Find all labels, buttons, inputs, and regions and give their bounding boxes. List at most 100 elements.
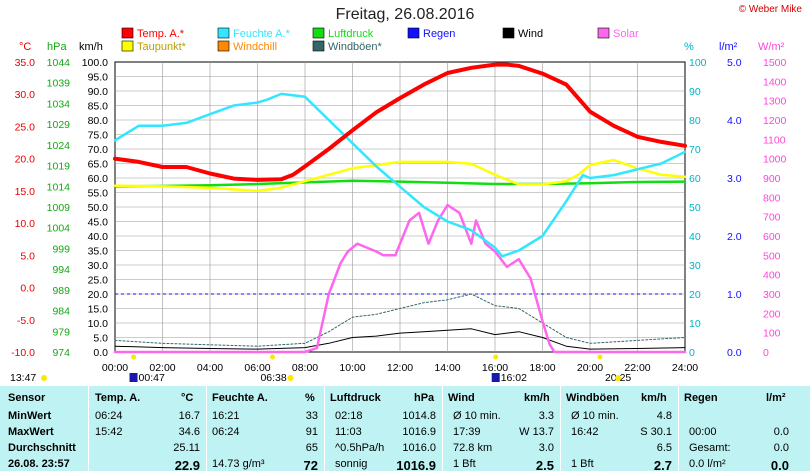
legend-label: Regen xyxy=(423,28,455,40)
pressure-tick-label: 1024 xyxy=(47,140,71,152)
time-tick-label: 06:00 xyxy=(244,362,270,374)
temp-tick-label: 35.0 xyxy=(15,57,36,69)
pressure-tick-label: 979 xyxy=(52,326,70,338)
stat-gust-v: S 30.1 xyxy=(640,426,672,438)
humidity-tick-label: 30 xyxy=(689,260,701,272)
header-wind: Wind xyxy=(448,392,475,404)
sun-icon xyxy=(287,375,294,381)
temp-tick-label: 15.0 xyxy=(15,186,36,198)
time-tick-label: 10:00 xyxy=(339,362,365,374)
stat-press-t: 02:18 xyxy=(335,410,363,422)
temp-unit-label: °C xyxy=(19,41,31,53)
pressure-tick-label: 994 xyxy=(52,264,70,276)
wind-tick-label: 45.0 xyxy=(88,217,109,229)
weather-chart: 35.0 30.0 25.0 20.0 15.0 10.0 5.0 0.0 -5.0 -10.0 1… xyxy=(10,27,787,384)
stat-hum-t: 16:21 xyxy=(212,410,240,422)
wind-tick-label: 80.0 xyxy=(88,115,109,127)
stat-rain-t: Gesamt: xyxy=(689,442,731,454)
sun-icon xyxy=(614,375,621,381)
solar-tick-label: 400 xyxy=(763,270,781,282)
stat-press-v: 1014.8 xyxy=(402,410,436,422)
stat-wind-t: 72.8 km xyxy=(453,442,493,454)
wind-tick-label: 30.0 xyxy=(88,260,109,272)
temp-tick-label: 10.0 xyxy=(15,218,36,230)
time-tick-label: 04:00 xyxy=(197,362,223,374)
wind-tick-label: 70.0 xyxy=(88,144,109,156)
legend-label: Windböen* xyxy=(328,41,383,53)
legend-label: Luftdruck xyxy=(328,28,374,40)
time-tick-label: 22:00 xyxy=(624,362,650,374)
pressure-tick-label: 974 xyxy=(52,347,70,359)
stat-rain-v: 0.0 xyxy=(770,458,789,473)
chart-title: Freitag, 26.08.2016 xyxy=(335,6,475,23)
series-line-temp-a xyxy=(113,62,687,182)
solar-tick-label: 1400 xyxy=(763,76,787,88)
stat-wind-v: W 13.7 xyxy=(519,426,554,438)
wind-tick-label: 55.0 xyxy=(88,188,109,200)
pressure-tick-label: 1044 xyxy=(47,57,71,69)
time-mark-label: 00:47 xyxy=(139,372,165,384)
pressure-unit-label: hPa xyxy=(47,41,67,53)
temp-tick-label: 5.0 xyxy=(20,250,35,262)
solar-tick-label: 1200 xyxy=(763,115,787,127)
solar-tick-label: 1000 xyxy=(763,154,787,166)
legend-swatch xyxy=(217,27,230,39)
header-wind-unit: km/h xyxy=(524,392,550,404)
wind-tick-label: 5.0 xyxy=(93,333,108,345)
stat-rain-v: 0.0 xyxy=(773,442,789,454)
stat-temp-t: 06:24 xyxy=(95,410,123,422)
time-tick-label: 14:00 xyxy=(434,362,460,374)
stat-hum-t: 14.73 g/m³ xyxy=(212,458,265,470)
wind-tick-label: 0.0 xyxy=(93,347,108,359)
solar-tick-label: 0 xyxy=(763,347,769,359)
solar-tick-label: 600 xyxy=(763,231,781,243)
series-line-feuchte-a xyxy=(113,92,687,258)
solar-tick-label: 1300 xyxy=(763,96,787,108)
time-tick-label: 20:00 xyxy=(577,362,603,374)
pressure-tick-label: 1009 xyxy=(47,202,71,214)
wind-tick-label: 85.0 xyxy=(88,101,109,113)
stat-press-t: sonnig xyxy=(335,458,368,470)
series-line-solar xyxy=(113,203,687,354)
stat-temp-t: 15:42 xyxy=(95,426,123,438)
wind-tick-label: 35.0 xyxy=(88,246,109,258)
humidity-tick-label: 50 xyxy=(689,202,701,214)
temp-tick-label: 20.0 xyxy=(15,154,36,166)
rain-tick-label: 0.0 xyxy=(727,347,742,359)
header-sensor: Sensor xyxy=(8,392,46,404)
header-temp: Temp. A. xyxy=(95,392,141,404)
statistics-table: Sensor Temp. A. °C Feuchte A. % Luftdruc… xyxy=(0,386,810,473)
stat-press-v: 1016.0 xyxy=(402,442,436,454)
stat-temp-v: 25.11 xyxy=(173,442,200,454)
temp-tick-label: 0.0 xyxy=(20,283,35,295)
sun-mark-icon xyxy=(269,354,275,360)
pressure-tick-label: 984 xyxy=(52,306,70,318)
humidity-tick-label: 60 xyxy=(689,173,701,185)
time-tick-label: 02:00 xyxy=(149,362,175,374)
legend-swatch xyxy=(407,27,420,39)
solar-tick-label: 1100 xyxy=(763,134,786,146)
header-gust-unit: km/h xyxy=(641,392,667,404)
pressure-tick-label: 1004 xyxy=(47,223,71,235)
rain-tick-label: 5.0 xyxy=(727,57,742,69)
wind-tick-label: 95.0 xyxy=(88,72,109,84)
series-line-luftdruck xyxy=(113,179,687,188)
pressure-tick-label: 1039 xyxy=(47,78,71,90)
stat-hum-v: 91 xyxy=(305,426,318,438)
stat-press-v: 1016.9 xyxy=(396,458,436,473)
legend-label: Solar xyxy=(613,28,639,40)
sun-icon xyxy=(41,375,47,381)
legend-label: Temp. A.* xyxy=(137,28,185,40)
humidity-tick-label: 10 xyxy=(689,318,701,330)
rain-tick-label: 3.0 xyxy=(727,173,742,185)
wind-tick-label: 75.0 xyxy=(88,130,109,142)
humidity-tick-label: 20 xyxy=(689,289,701,301)
humidity-tick-label: 0 xyxy=(689,347,695,359)
legend-swatch xyxy=(312,27,325,39)
wind-tick-label: 90.0 xyxy=(88,86,109,98)
header-temp-unit: °C xyxy=(181,392,194,404)
legend-swatch xyxy=(217,40,230,52)
wind-tick-label: 65.0 xyxy=(88,159,109,171)
rain-tick-label: 2.0 xyxy=(727,231,742,243)
pressure-tick-label: 999 xyxy=(52,243,70,255)
